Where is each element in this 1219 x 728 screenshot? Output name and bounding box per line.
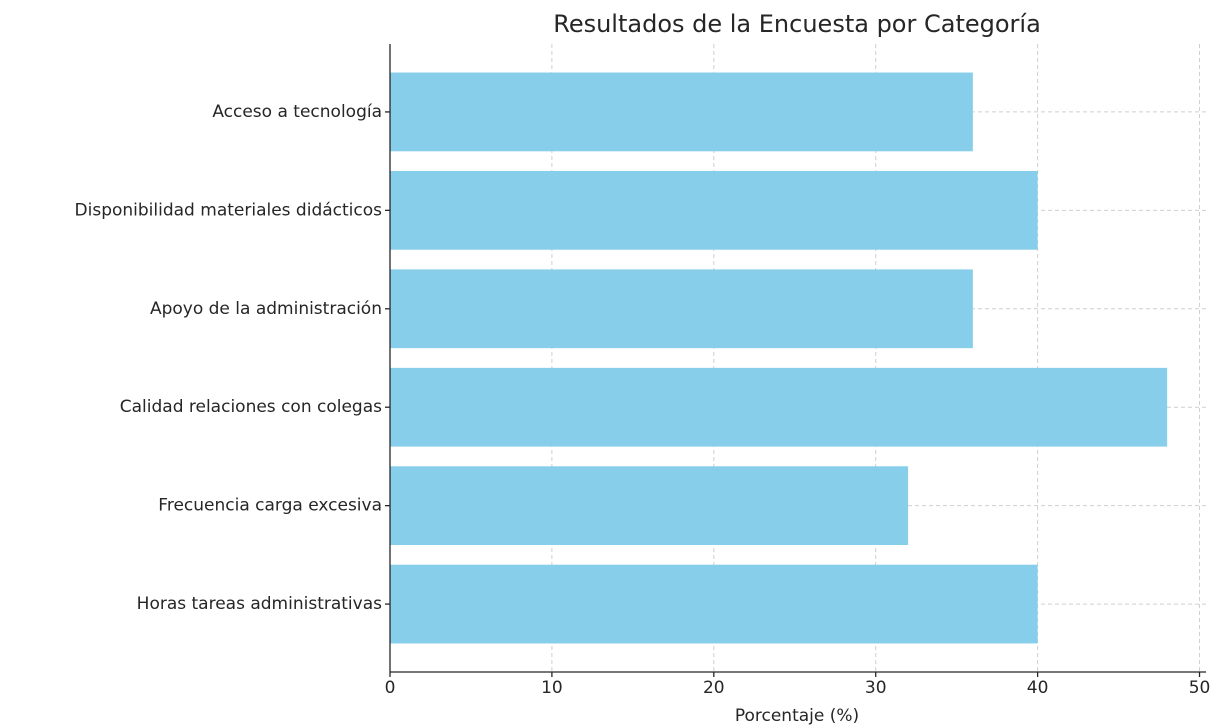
y-tick-label: Acceso a tecnología <box>212 102 382 122</box>
y-tick-label: Horas tareas administrativas <box>137 594 382 614</box>
x-tick-label: 50 <box>1189 678 1211 698</box>
y-tick-label: Disponibilidad materiales didácticos <box>75 200 383 220</box>
y-tick-label: Apoyo de la administración <box>150 299 382 319</box>
y-tick-label: Frecuencia carga excesiva <box>158 496 382 516</box>
x-tick-label: 20 <box>703 678 725 698</box>
x-axis-label: Porcentaje (%) <box>735 706 859 726</box>
bar <box>390 466 909 546</box>
chart-title: Resultados de la Encuesta por Categoría <box>553 10 1041 38</box>
x-tick-label: 30 <box>865 678 887 698</box>
bar <box>390 170 1038 250</box>
bar <box>390 269 973 349</box>
x-tick-label: 10 <box>541 678 563 698</box>
x-tick-label: 0 <box>385 678 396 698</box>
bar <box>390 72 973 152</box>
y-tick-label: Calidad relaciones con colegas <box>120 397 382 417</box>
bar <box>390 564 1038 644</box>
x-tick-label: 40 <box>1027 678 1049 698</box>
bar <box>390 367 1168 447</box>
